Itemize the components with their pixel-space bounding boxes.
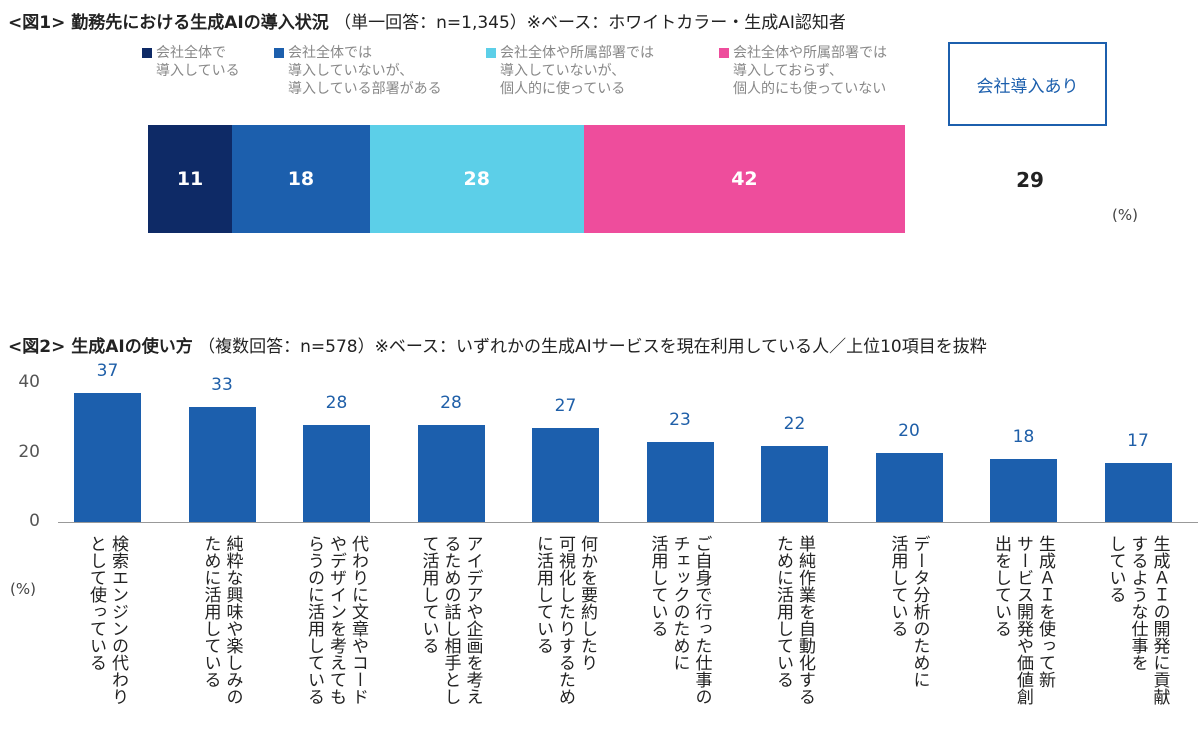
bar-value-label: 17 [1127, 430, 1149, 451]
bar-value-label: 33 [211, 375, 233, 396]
segment-value: 42 [731, 168, 758, 190]
bar-value-label: 22 [783, 413, 806, 434]
fig2-title: <図2> 生成AIの使い方 （複数回答：n=578）※ベース：いずれかの生成AI… [8, 337, 987, 357]
legend-item: 会社全体や所属部署では 導入していないが、 個人的に使っている [486, 44, 654, 98]
legend-label: 会社全体や所属部署では 導入していないが、 個人的に使っている [500, 45, 654, 97]
stacked-segment: 28 [369, 125, 584, 233]
bar [532, 428, 599, 522]
y-tick-label: 20 [18, 441, 40, 462]
legend-swatch [719, 48, 729, 58]
legend-item: 会社全体では 導入していないが、 導入している部署がある [274, 44, 442, 98]
fig1-unit: (%) [1112, 206, 1138, 224]
summary-value: 29 [1016, 168, 1044, 192]
bar [646, 442, 714, 522]
y-axis-label: (%) [10, 580, 36, 598]
x-category-label: 純粋な興味や楽しみの ために活用している [200, 535, 243, 705]
stacked-segment: 18 [232, 125, 370, 233]
x-category-label: 生成ＡＩを使って新 サービス開発や価値創 出をしている [991, 535, 1055, 705]
summary-label: 会社導入あり [976, 76, 1079, 97]
legend-swatch [486, 48, 496, 58]
x-axis-line [58, 522, 1198, 523]
bar [990, 459, 1057, 522]
x-category-label: 生成ＡＩの開発に貢献 するような仕事を している [1105, 535, 1170, 705]
x-category-label: 何かを要約したり 可視化したりするため に活用している [533, 535, 597, 705]
legend-swatch [274, 48, 284, 58]
legend-label: 会社全体や所属部署では 導入しておらず、 個人的にも使っていない [733, 45, 887, 97]
bar-value-label: 37 [96, 361, 119, 382]
x-category-label: 単純作業を自動化する ために活用している [773, 535, 815, 705]
legend-item: 会社全体で 導入している [142, 44, 240, 80]
bar-value-label: 28 [325, 392, 348, 413]
bar [1104, 462, 1172, 522]
bar [761, 445, 828, 522]
legend-swatch [142, 48, 152, 58]
bar [74, 393, 141, 522]
bar [875, 452, 943, 522]
bar [417, 424, 485, 522]
fig1-stacked-bar: 11 18 28 42 [148, 125, 905, 233]
x-category-label: ご自身で行った仕事の チェックのために 活用している [647, 535, 712, 705]
y-tick-label: 0 [29, 511, 40, 531]
legend-item: 会社全体や所属部署では 導入しておらず、 個人的にも使っていない [719, 44, 887, 98]
legend-label: 会社全体で 導入している [156, 45, 240, 79]
y-tick-label: 40 [18, 372, 40, 392]
stacked-segment: 11 [148, 125, 233, 233]
bar-value-label: 23 [669, 410, 691, 431]
bar [188, 407, 256, 522]
segment-value: 18 [287, 168, 315, 190]
legend-label: 会社全体では 導入していないが、 導入している部署がある [288, 45, 442, 97]
bar [303, 424, 370, 522]
bar-value-label: 18 [1012, 427, 1035, 448]
summary-box: 会社導入あり [948, 42, 1107, 126]
x-category-label: 代わりに文章やコード やデザインを考えても らうのに活用している [304, 535, 368, 705]
segment-value: 28 [463, 168, 490, 190]
bar-value-label: 28 [440, 392, 462, 413]
fig1-title: <図1> 勤務先における生成AIの導入状況 （単一回答：n=1,345）※ベース… [8, 13, 846, 33]
bar-value-label: 20 [898, 420, 920, 441]
x-category-label: データ分析のために 活用している [887, 535, 930, 688]
stacked-segment: 42 [583, 125, 905, 233]
bar-value-label: 27 [554, 396, 577, 417]
x-category-label: アイデアや企画を考え るための話し相手とし て活用している [418, 535, 483, 705]
segment-value: 11 [176, 168, 204, 190]
x-category-label: 検索エンジンの代わり として使っている [86, 535, 128, 705]
